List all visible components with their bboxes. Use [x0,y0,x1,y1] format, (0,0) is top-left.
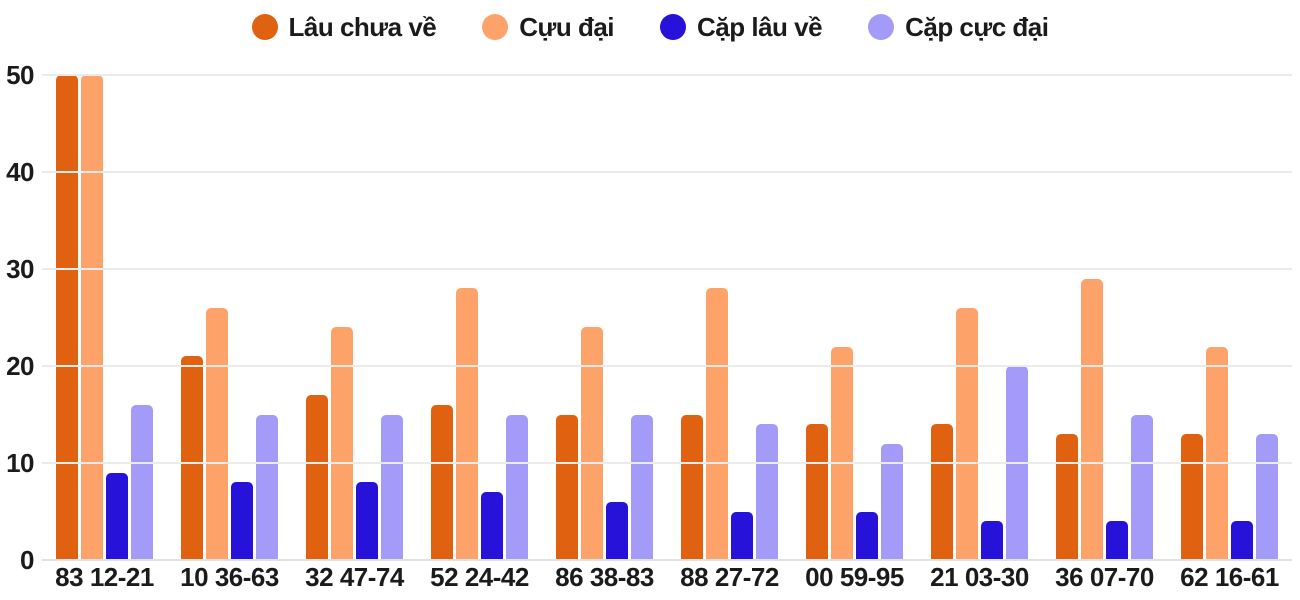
bar-series3-cat2 [381,414,403,560]
plot-area [42,74,1292,561]
bar-series0-cat9 [1181,433,1203,560]
bar-group-4 [542,75,667,560]
bar-group-3 [417,75,542,560]
bar-group-6 [792,75,917,560]
bar-series1-cat8 [1081,278,1103,560]
legend-item-1[interactable]: Cựu đại [482,11,615,43]
x-tick-label-6: 00 59-95 [805,562,904,592]
bar-series3-cat1 [256,414,278,560]
bar-series0-cat8 [1056,433,1078,560]
x-tick-label-2: 32 47-74 [305,562,404,592]
x-tick-label-9: 62 16-61 [1180,562,1279,592]
bar-series0-cat6 [806,424,828,560]
bar-series0-cat0 [56,75,78,560]
bar-series1-cat3 [456,288,478,560]
y-tick-label-40: 40 [6,157,34,187]
bar-series2-cat1 [231,482,253,560]
gridline-20 [42,365,1292,367]
x-baseline [42,559,1292,561]
bar-series1-cat7 [956,307,978,560]
bar-groups [42,75,1292,560]
legend-item-3[interactable]: Cặp cực đại [868,11,1049,43]
bar-series2-cat4 [606,501,628,560]
bar-group-2 [292,75,417,560]
bar-series2-cat7 [981,521,1003,560]
bar-series3-cat6 [881,443,903,560]
bar-group-0 [42,75,167,560]
legend-marker-icon [482,14,509,40]
y-axis: 0 10 20 30 40 50 [0,0,36,600]
bar-series0-cat1 [181,356,203,560]
bar-group-5 [667,75,792,560]
bar-series0-cat7 [931,424,953,560]
bar-series2-cat8 [1106,521,1128,560]
legend-label: Cặp lâu về [697,11,823,42]
bar-series1-cat6 [831,346,853,560]
gridline-40 [42,171,1292,173]
bar-series2-cat2 [356,482,378,560]
bar-series2-cat6 [856,511,878,560]
bar-series2-cat5 [731,511,753,560]
legend-item-0[interactable]: Lâu chưa về [251,11,437,43]
gridline-50 [42,74,1292,76]
bar-series1-cat9 [1206,346,1228,560]
bar-series2-cat9 [1231,521,1253,560]
bar-series0-cat2 [306,395,328,560]
x-axis: 83 12-21 10 36-63 32 47-74 52 24-42 86 38-83… [42,562,1292,598]
legend-marker-icon [868,14,895,40]
legend-label: Cựu đại [519,11,615,42]
bar-series0-cat5 [681,414,703,560]
bar-group-1 [167,75,292,560]
bar-series3-cat4 [631,414,653,560]
bar-series1-cat1 [206,307,228,560]
bar-series2-cat3 [481,492,503,560]
gridline-10 [42,462,1292,464]
legend-marker-icon [660,14,687,40]
y-tick-label-50: 50 [6,60,34,90]
x-tick-label-7: 21 03-30 [930,562,1029,592]
y-tick-label-20: 20 [6,351,34,381]
bar-group-8 [1042,75,1167,560]
bar-series3-cat0 [131,404,153,560]
x-tick-label-1: 10 36-63 [180,562,279,592]
chart-legend: Lâu chưa về Cựu đại Cặp lâu về Cặp cực đại [0,8,1300,46]
bar-series1-cat5 [706,288,728,560]
bar-series2-cat0 [106,472,128,560]
bar-series3-cat3 [506,414,528,560]
x-tick-label-4: 86 38-83 [555,562,654,592]
gridline-30 [42,268,1292,270]
x-tick-label-0: 83 12-21 [55,562,154,592]
legend-marker-icon [251,14,278,40]
bar-group-9 [1167,75,1292,560]
legend-item-2[interactable]: Cặp lâu về [660,11,823,43]
bar-group-7 [917,75,1042,560]
bar-series0-cat4 [556,414,578,560]
bar-series1-cat2 [331,327,353,560]
bar-series0-cat3 [431,404,453,560]
legend-label: Cặp cực đại [905,11,1049,42]
bar-series3-cat8 [1131,414,1153,560]
x-tick-label-8: 36 07-70 [1055,562,1154,592]
bar-series3-cat5 [756,424,778,560]
legend-label: Lâu chưa về [288,11,437,42]
x-tick-label-3: 52 24-42 [430,562,529,592]
y-tick-label-30: 30 [6,254,34,284]
bar-series1-cat4 [581,327,603,560]
y-tick-label-0: 0 [20,545,34,575]
bar-series1-cat0 [81,75,103,560]
y-tick-label-10: 10 [6,448,34,478]
bar-series3-cat9 [1256,433,1278,560]
x-tick-label-5: 88 27-72 [680,562,779,592]
